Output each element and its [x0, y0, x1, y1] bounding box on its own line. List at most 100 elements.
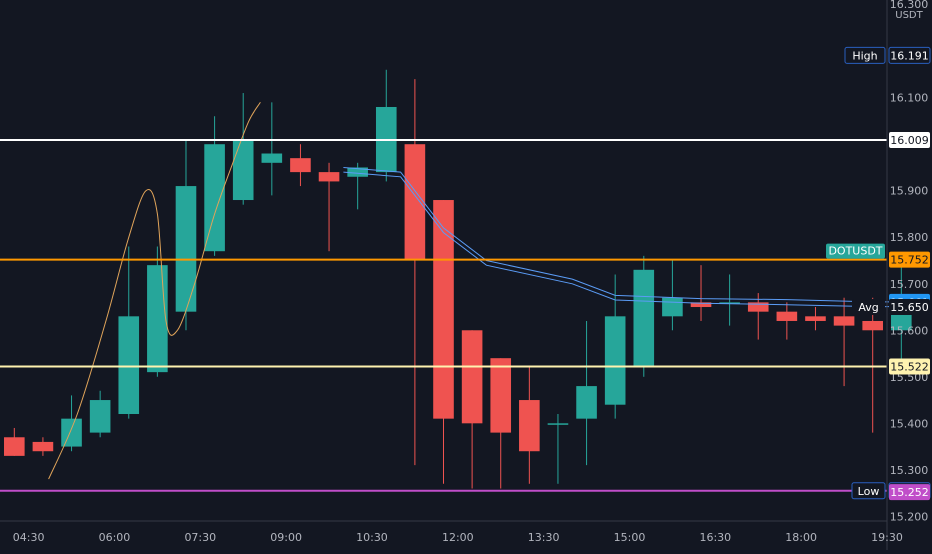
candle	[261, 102, 283, 196]
x-tick-labels: 04:30 06:00 07:30 09:00 10:30 12:00 13:30 15:00…	[13, 531, 903, 544]
candle-body	[347, 167, 368, 177]
side-label-text: Low	[858, 485, 880, 498]
level-price-tag: 15.522	[889, 358, 930, 375]
candle	[147, 246, 168, 377]
candle-body	[690, 302, 712, 308]
y-tick-labels: 16.10016.00015.90015.80015.70015.60015.5…	[890, 92, 929, 524]
candle	[547, 414, 569, 484]
symbol-tag-label: DOTUSDT	[828, 245, 882, 258]
side-label-box	[851, 482, 886, 500]
candle-body	[461, 330, 483, 424]
candle	[490, 358, 512, 489]
x-tick-label: 10:30	[356, 531, 388, 544]
x-tick-label: 19:30	[871, 531, 903, 544]
candle-body	[404, 144, 426, 261]
candle	[461, 330, 483, 489]
side-label-text: Avg	[858, 301, 878, 314]
candle	[662, 260, 683, 331]
candle	[204, 116, 225, 256]
candle-body	[833, 316, 855, 326]
x-tick-label: 07:30	[184, 531, 216, 544]
x-tick-label: 06:00	[99, 531, 131, 544]
candle	[318, 162, 340, 252]
candle-body	[490, 358, 512, 433]
candle	[519, 367, 540, 484]
candle	[175, 139, 197, 331]
candle-body	[261, 153, 283, 163]
candle-body	[519, 400, 540, 452]
candle	[862, 297, 883, 433]
candle-body	[862, 320, 883, 331]
candle-body	[4, 437, 25, 456]
side-label-box	[852, 299, 885, 316]
candle-body	[662, 297, 683, 317]
candle-body	[805, 316, 826, 321]
price-tag-box	[888, 46, 931, 64]
candle-body	[604, 316, 626, 405]
candle-body	[576, 386, 597, 419]
candle	[576, 320, 597, 466]
candle	[347, 162, 368, 210]
candle-body	[118, 316, 140, 415]
price-tags: 16.00915.75215.52215.25516.191High15.661…	[826, 46, 931, 501]
side-label: Low	[851, 482, 886, 500]
candle-body	[719, 302, 740, 304]
candle	[89, 390, 111, 438]
price-tag-label: 16.009	[890, 134, 929, 147]
price-tag-label: 16.191	[890, 49, 929, 62]
candle	[805, 307, 826, 331]
candle-body	[32, 441, 54, 452]
candle-body	[61, 418, 82, 447]
candle	[4, 427, 25, 456]
candle-body	[547, 423, 569, 425]
price-tag-box	[889, 132, 930, 149]
price-tag-label: 15.252	[890, 486, 929, 499]
y-tick-label: 16.100	[890, 92, 929, 105]
candle	[604, 274, 626, 419]
price-tag-box	[889, 251, 930, 268]
x-tick-label: 18:00	[785, 531, 817, 544]
axis-price-tag: 15.650	[889, 299, 930, 316]
candle	[747, 293, 769, 340]
price-tag-label: 15.752	[890, 254, 929, 267]
symbol-tag: DOTUSDT	[826, 243, 885, 259]
moving-average-line	[343, 167, 902, 303]
side-label-box	[844, 46, 886, 64]
candle-body	[232, 139, 254, 201]
candle	[690, 265, 712, 321]
side-label-text: High	[852, 49, 877, 62]
candle	[719, 274, 740, 326]
candle	[433, 200, 454, 484]
candle	[375, 69, 397, 182]
level-price-tag: 16.009	[889, 132, 930, 149]
candle	[833, 297, 855, 387]
trend-curve	[48, 102, 261, 480]
price-tag-box	[889, 299, 930, 316]
candle	[404, 79, 426, 466]
y-tick-label: 15.300	[890, 464, 929, 477]
symbol-tag-box	[826, 243, 885, 259]
y-tick-label: 15.900	[890, 185, 929, 198]
y-tick-label: 15.200	[890, 510, 929, 523]
candle-body	[433, 200, 454, 419]
x-tick-label: 13:30	[528, 531, 560, 544]
horizontal-levels-layer	[0, 139, 887, 492]
y-tick-label: 15.600	[890, 324, 929, 337]
x-tick-label: 12:00	[442, 531, 474, 544]
y-tick-label: 15.800	[890, 231, 929, 244]
side-label: High	[844, 46, 886, 64]
axis-price-tag: 15.252	[889, 484, 930, 501]
level-price-tag: 15.752	[889, 251, 930, 268]
candle	[32, 437, 54, 456]
candle-body	[204, 144, 225, 252]
overlay-lines-layer	[48, 102, 902, 480]
y-top-label: 16.300	[890, 0, 929, 11]
candle	[232, 93, 254, 205]
y-tick-label: 15.400	[890, 417, 929, 430]
currency-label: USDT	[895, 10, 923, 21]
candle-body	[747, 302, 769, 312]
candle	[776, 302, 798, 340]
price-tag-label: 15.522	[890, 361, 929, 374]
